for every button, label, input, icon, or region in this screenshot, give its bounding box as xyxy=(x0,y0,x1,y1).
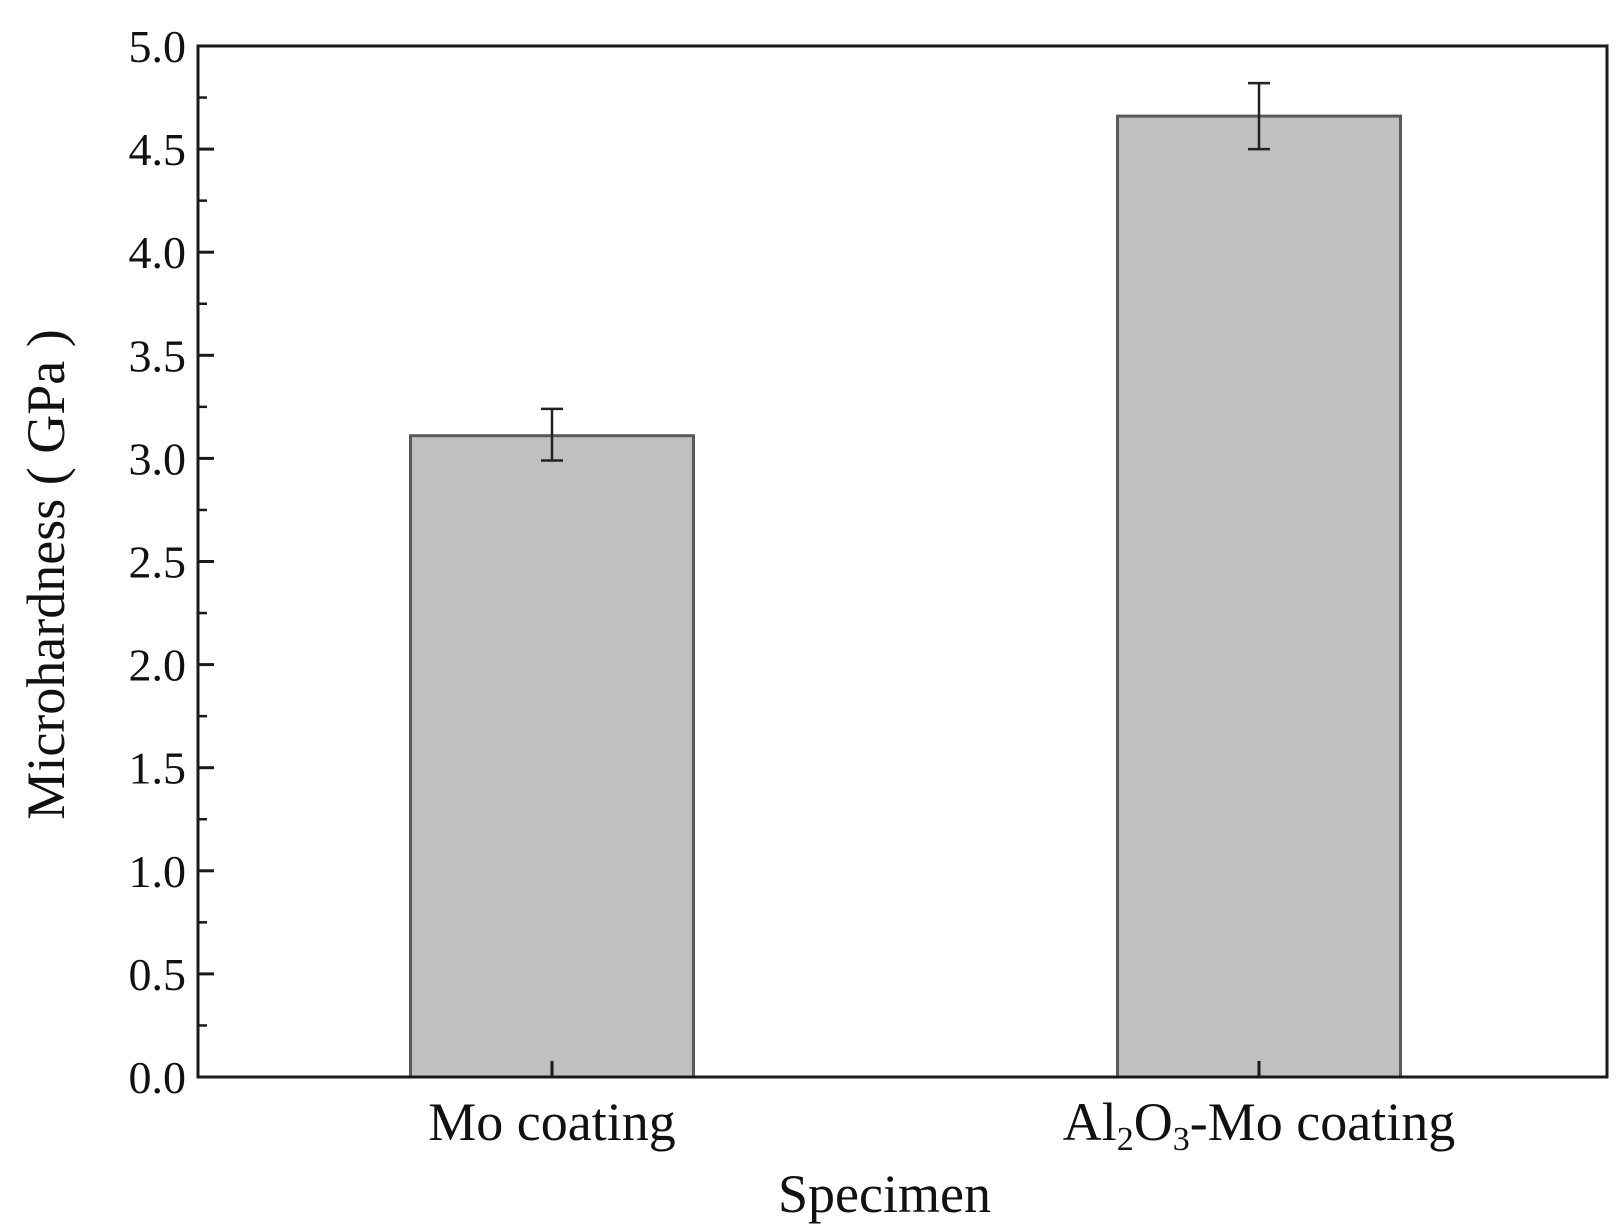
y-tick-label: 1.0 xyxy=(129,846,187,897)
y-tick-label: 1.5 xyxy=(129,743,187,794)
x-tick-label: Al2O3-Mo coating xyxy=(1063,1092,1455,1158)
error-bar-1 xyxy=(541,407,563,462)
x-axis-ticks: Mo coating Al2O3-Mo coating xyxy=(428,1061,1455,1158)
y-tick-label: 4.0 xyxy=(129,227,187,278)
error-bar-2 xyxy=(1248,81,1270,151)
bar-1 xyxy=(409,434,695,1079)
x-tick-label: Mo coating xyxy=(428,1092,675,1152)
y-tick-label: 0.5 xyxy=(129,949,187,1000)
x-axis-title: Specimen xyxy=(778,1164,991,1224)
y-tick-label: 4.5 xyxy=(129,124,187,175)
error-bars-layer xyxy=(541,81,1270,462)
y-tick-label: 3.5 xyxy=(129,330,187,381)
y-tick-label: 2.0 xyxy=(129,640,187,691)
y-tick-label: 0.0 xyxy=(129,1052,187,1103)
y-tick-label: 5.0 xyxy=(129,21,187,72)
y-axis-ticks: 0.0 0.5 1.0 1.5 2.0 2.5 3.0 3.5 4.0 4.5 5.0 xyxy=(129,21,214,1103)
y-axis-title: Microhardness ( GPa ) xyxy=(16,329,76,819)
bar-2 xyxy=(1116,114,1402,1079)
y-tick-label: 3.0 xyxy=(129,433,187,484)
y-tick-label: 2.5 xyxy=(129,537,187,588)
